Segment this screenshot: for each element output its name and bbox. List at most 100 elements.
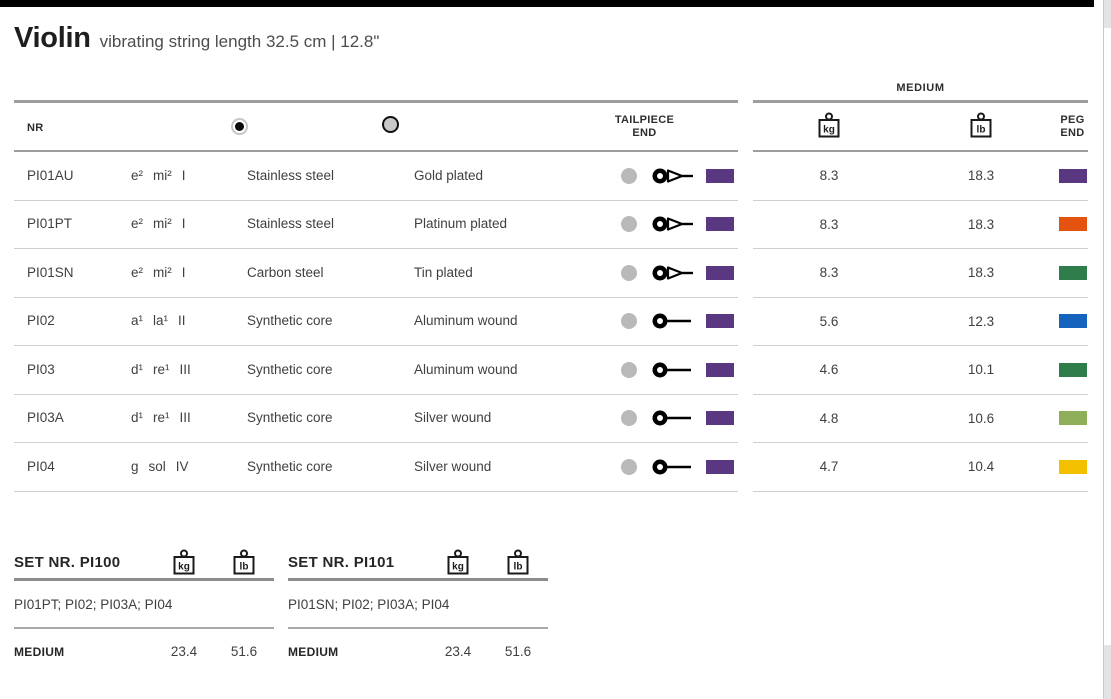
row-winding: Gold plated (414, 167, 484, 183)
row-notes: e² mi² I (131, 264, 247, 282)
set-kg-value: 23.4 (170, 644, 198, 659)
tension-kg-value: 4.7 (819, 459, 839, 475)
row-notes: e² mi² I (131, 215, 247, 233)
ball-color-dot (621, 313, 637, 330)
row-material: Stainless steel (247, 216, 335, 232)
string-number: III (179, 361, 191, 377)
string-number: III (179, 410, 191, 426)
row-nr: PI01AU (27, 167, 74, 183)
set-gauge-label: MEDIUM (14, 644, 65, 659)
svg-text:lb: lb (514, 561, 523, 572)
set-header: SET NR. PI101 kg lb (288, 548, 548, 581)
tension-row: 8.3 18.3 (753, 201, 1088, 249)
row-winding: Tin plated (414, 264, 473, 280)
set-card: SET NR. PI101 kg lb PI01SN; PI02; PI03A;… (288, 548, 548, 659)
ball-color-dot (621, 216, 637, 233)
lb-weight-icon: lb (233, 549, 255, 574)
string-number: I (181, 264, 186, 280)
loop-end-icon (652, 168, 693, 184)
scrollbar-bottom-button[interactable] (1104, 645, 1111, 699)
tension-lb-value: 10.1 (967, 362, 995, 378)
tailpiece-color-swatch (706, 314, 734, 329)
tension-kg-value: 8.3 (819, 265, 839, 281)
tension-lb-value: 18.3 (967, 265, 995, 281)
lb-weight-icon: lb (507, 549, 529, 574)
note-solfege: mi² (153, 264, 172, 280)
string-number: I (181, 167, 186, 183)
peg-color-swatch (1058, 168, 1087, 183)
string-row: PI01PT e² mi² I Stainless steel Platinum p… (14, 201, 738, 249)
row-winding: Platinum plated (414, 216, 508, 232)
set-gauge-row: MEDIUM 23.4 51.6 (14, 629, 274, 659)
ball-end-icon (652, 313, 691, 329)
tension-header-row: kg lb PEG END (753, 103, 1088, 152)
row-nr: PI03 (27, 361, 55, 377)
peg-color-swatch (1058, 217, 1087, 232)
lb-weight-icon: lb (970, 112, 992, 137)
page-title: Violin (14, 22, 91, 54)
set-lb-value: 51.6 (230, 644, 258, 659)
set-gauge-label: MEDIUM (288, 644, 339, 659)
tension-row: 4.8 10.6 (753, 395, 1088, 443)
loop-end-icon (652, 265, 693, 281)
row-material: Synthetic core (247, 313, 333, 329)
string-row: PI03A d¹ re¹ III Synthetic core Silver wou… (14, 395, 738, 443)
gauge-group-header: MEDIUM (896, 82, 945, 94)
tension-lb-value: 10.4 (967, 459, 995, 475)
set-strings-list: PI01PT; PI02; PI03A; PI04 (14, 581, 274, 629)
row-material: Synthetic core (247, 458, 333, 474)
svg-text:kg: kg (823, 124, 835, 135)
string-row: PI01AU e² mi² I Stainless steel Gold plate… (14, 152, 738, 201)
svg-text:kg: kg (178, 561, 190, 572)
scrollbar-thumb[interactable] (1104, 0, 1111, 28)
note-pitch: d¹ (131, 410, 144, 426)
note-pitch: a¹ (131, 313, 144, 329)
row-material: Carbon steel (247, 264, 324, 280)
row-winding: Silver wound (414, 458, 492, 474)
peg-color-swatch (1058, 362, 1087, 377)
note-pitch: g (131, 458, 139, 474)
row-nr: PI04 (27, 458, 55, 474)
row-notes: d¹ re¹ III (131, 361, 247, 379)
col-header-tailpiece-end: TAILPIECE END (614, 113, 675, 139)
tailpiece-color-swatch (706, 265, 734, 280)
ball-color-dot (621, 167, 637, 184)
scrollbar-track[interactable] (1103, 0, 1104, 699)
ball-color-dot (621, 458, 637, 475)
ball-color-dot (621, 410, 637, 427)
note-solfege: la¹ (153, 313, 169, 329)
tension-lb-value: 18.3 (967, 216, 995, 232)
tension-kg-value: 4.6 (819, 362, 839, 378)
string-row: PI04 g sol IV Synthetic core Silver wound (14, 443, 738, 492)
peg-color-swatch (1058, 411, 1087, 426)
set-header: SET NR. PI100 kg lb (14, 548, 274, 581)
tension-lb-value: 10.6 (967, 410, 995, 426)
tension-row: 5.6 12.3 (753, 298, 1088, 346)
page-subtitle: vibrating string length 32.5 cm | 12.8" (99, 32, 380, 51)
row-nr: PI01SN (27, 264, 74, 280)
tension-row: 8.3 18.3 (753, 249, 1088, 298)
set-title: SET NR. PI101 (288, 553, 395, 571)
tailpiece-color-swatch (706, 411, 734, 426)
set-lb-value: 51.6 (504, 644, 532, 659)
table-header-row: NR TAILPIECE END (14, 103, 738, 152)
kg-weight-icon: kg (447, 549, 469, 574)
row-notes: a¹ la¹ II (131, 312, 247, 330)
tension-lb-value: 18.3 (967, 168, 995, 184)
string-row: PI03 d¹ re¹ III Synthetic core Aluminum wo… (14, 346, 738, 395)
tension-kg-value: 4.8 (819, 410, 839, 426)
svg-text:lb: lb (977, 124, 986, 135)
ball-end-icon (652, 459, 691, 475)
row-nr: PI01PT (27, 216, 73, 232)
note-pitch: e² (131, 216, 144, 232)
tailpiece-color-swatch (706, 459, 734, 474)
note-solfege: re¹ (153, 361, 170, 377)
row-material: Stainless steel (247, 167, 335, 183)
svg-text:lb: lb (240, 561, 249, 572)
tailpiece-color-swatch (706, 217, 734, 232)
note-pitch: d¹ (131, 361, 144, 377)
peg-color-swatch (1058, 265, 1087, 280)
col-header-nr: NR (27, 121, 44, 134)
top-accent-bar (0, 0, 1094, 7)
